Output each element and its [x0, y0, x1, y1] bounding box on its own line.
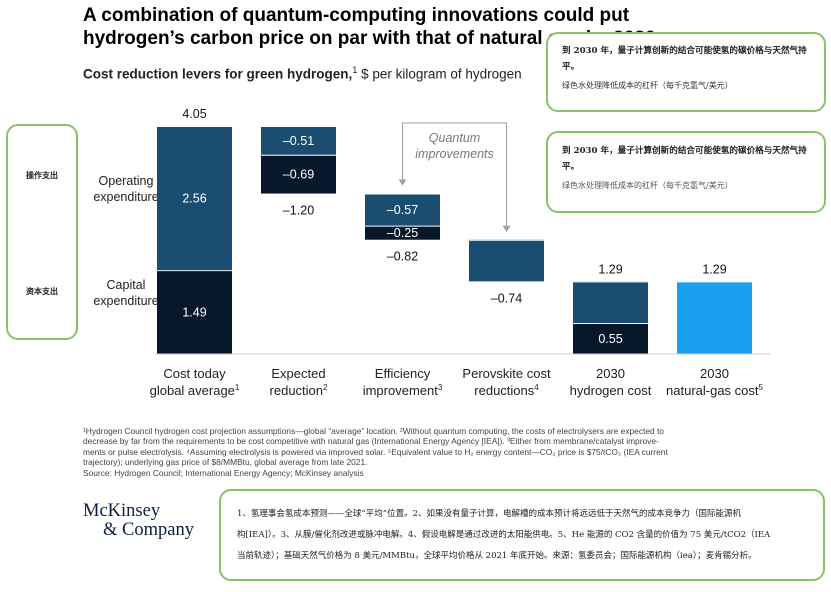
- note-subtitle-text: 绿色水处理降低成本的杠杆（每千克氢气/美元）: [562, 81, 733, 90]
- bar-segment-label: 0.55: [598, 332, 622, 346]
- bar-total-label: –0.82: [387, 250, 418, 264]
- annotation-arrow: [398, 179, 407, 186]
- annotation-text: Quantum: [429, 131, 480, 145]
- note-operating-text: 操作支出: [26, 170, 58, 180]
- category-label: 2030: [596, 366, 625, 381]
- category-label: natural-gas cost5: [666, 383, 764, 398]
- category-label: improvement3: [363, 383, 443, 398]
- footnotes: ¹Hydrogen Council hydrogen cost projecti…: [83, 426, 773, 478]
- chart-category-labels: Cost today global average1 Expected reducti…: [150, 366, 764, 398]
- note-capital-text: 资本支出: [26, 286, 58, 296]
- bar-segment: [157, 270, 232, 354]
- category-label: Efficiency: [375, 366, 431, 381]
- quantum-improvements-annotation: Quantum improvements: [398, 122, 511, 232]
- note-title-text: 到 2030 年，量子计算创新的结合可能使氢的碳价格与天然气持平。: [562, 146, 807, 172]
- logo-line-1: McKinsey: [83, 501, 161, 521]
- bar-segment: [677, 281, 752, 354]
- operating-expenditure-label: Operating expenditure: [93, 174, 159, 204]
- bar-total-label: 4.05: [182, 107, 206, 121]
- logo-line-2: & Company: [103, 520, 194, 540]
- translation-note-footnotes: 1、氢理事会氢成本预测——全球“平均”位置。2、如果没有量子计算，电解槽的成本预…: [219, 489, 825, 581]
- note-title-text: 到 2030 年，量子计算创新的结合可能使氢的碳价格与天然气持平。: [562, 46, 807, 72]
- category-label: 2030: [700, 366, 729, 381]
- annotation-arrow: [502, 225, 511, 232]
- bar-segment: [573, 281, 648, 324]
- bar-total-label: –0.74: [491, 291, 522, 305]
- bar-segment: [365, 193, 440, 226]
- bar-segment: [365, 225, 440, 240]
- chart-subtitle: Cost reduction levers for green hydrogen…: [83, 65, 522, 82]
- subtitle-footnote-marker: 1: [352, 65, 358, 75]
- category-label: Perovskite cost: [462, 366, 551, 381]
- bar-total-label: –1.20: [283, 204, 314, 218]
- bar-total-label: 1.29: [598, 262, 622, 276]
- capital-expenditure-label: Capital expenditure: [93, 278, 159, 308]
- bar-segment-label: 1.49: [182, 306, 206, 320]
- translation-note-title: 到 2030 年，量子计算创新的结合可能使氢的碳价格与天然气持平。 绿色水处理降…: [546, 32, 826, 112]
- annotation-label-bg: [406, 127, 503, 165]
- chart-bars: [155, 126, 770, 355]
- bar-segment: [469, 239, 544, 282]
- note-footnote-line: 当前轨迹）；基础天然气价格为 8 美元/MMBtu，全球平均价格从 2021 年…: [237, 551, 757, 561]
- bar-segment: [573, 323, 648, 354]
- note-footnote-line: 构[IEA]）。3、从膜/催化剂改进或脉冲电解。4、假设电解是通过改进的太阳能供…: [237, 530, 771, 540]
- category-label: reduction2: [270, 383, 328, 398]
- note-subtitle-text: 绿色水处理降低成本的杠杆（每千克氢气/美元）: [562, 181, 733, 190]
- annotation-text: improvements: [415, 147, 494, 161]
- footnote-line: ments or pulse electrolysis. ⁴Assuming e…: [83, 446, 668, 457]
- bar-segment: [157, 126, 232, 271]
- category-label: global average1: [150, 383, 240, 398]
- mckinsey-logo: McKinsey & Company: [83, 502, 194, 540]
- bar-segment-label: –0.57: [387, 203, 418, 217]
- bar-segment-label: –0.25: [387, 226, 418, 240]
- bar-total-label: 1.29: [702, 262, 726, 276]
- subtitle-bold: Cost reduction levers for green hydrogen…: [83, 66, 353, 82]
- footnote-line: decrease by far from the requirements to…: [83, 436, 659, 447]
- annotation-bracket: [402, 122, 507, 232]
- category-label: hydrogen cost: [570, 383, 652, 398]
- category-label: Expected: [271, 366, 325, 381]
- bar-segment-label: –0.69: [283, 168, 314, 182]
- note-footnote-line: 1、氢理事会氢成本预测——全球“平均”位置。2、如果没有量子计算，电解槽的成本预…: [237, 509, 742, 519]
- subtitle-unit: $ per kilogram of hydrogen: [357, 66, 522, 82]
- source-line: Source: Hydrogen Council; International …: [83, 467, 364, 478]
- translation-note-left: 操作支出 资本支出: [6, 124, 78, 340]
- bar-segment-label: 2.56: [182, 192, 206, 206]
- bar-segment: [261, 154, 336, 194]
- footnote-line: trajectory); underlying gas price of $8/…: [83, 457, 368, 468]
- category-label: Cost today: [163, 366, 226, 381]
- bar-segment: [261, 126, 336, 155]
- translation-note-title-2: 到 2030 年，量子计算创新的结合可能使氢的碳价格与天然气持平。 绿色水处理降…: [546, 131, 826, 213]
- bar-segment-label: –0.51: [283, 134, 314, 148]
- category-label: reductions4: [474, 383, 539, 398]
- chart-title: A combination of quantum-computing innov…: [83, 5, 661, 49]
- chart-value-labels: 1.49 2.56 4.05 –0.51 –0.69 –1.20 –0.57 –0.25 –0.…: [182, 107, 726, 346]
- waterfall-chart: 1.49 2.56 4.05 –0.51 –0.69 –1.20 –0.57 –0.25 –0.…: [150, 107, 770, 398]
- footnote-line: ¹Hydrogen Council hydrogen cost projecti…: [83, 426, 664, 436]
